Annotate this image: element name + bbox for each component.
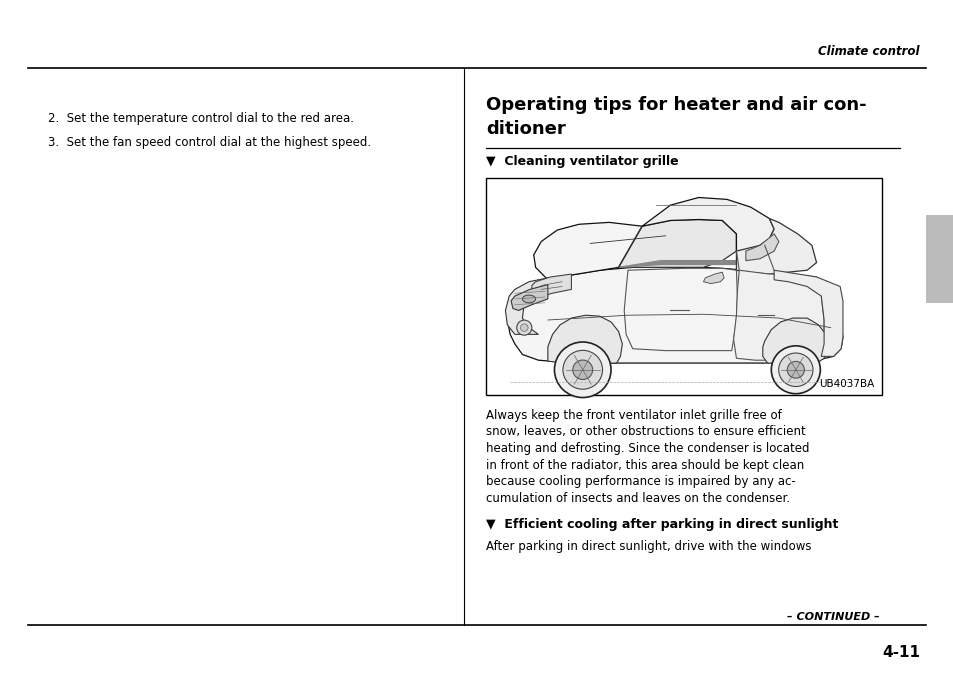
Ellipse shape bbox=[522, 295, 535, 303]
Polygon shape bbox=[641, 197, 773, 251]
Text: Operating tips for heater and air con-: Operating tips for heater and air con- bbox=[485, 96, 865, 114]
Text: heating and defrosting. Since the condenser is located: heating and defrosting. Since the conden… bbox=[485, 442, 809, 455]
Polygon shape bbox=[618, 220, 736, 268]
Polygon shape bbox=[623, 268, 737, 350]
Text: Always keep the front ventilator inlet grille free of: Always keep the front ventilator inlet g… bbox=[485, 409, 781, 422]
Polygon shape bbox=[702, 272, 723, 284]
Polygon shape bbox=[618, 261, 736, 268]
Polygon shape bbox=[745, 234, 778, 261]
Ellipse shape bbox=[562, 350, 602, 389]
Polygon shape bbox=[733, 270, 823, 360]
Text: Climate control: Climate control bbox=[818, 45, 919, 58]
Text: because cooling performance is impaired by any ac-: because cooling performance is impaired … bbox=[485, 475, 795, 488]
Text: ▼  Cleaning ventilator grille: ▼ Cleaning ventilator grille bbox=[485, 155, 678, 168]
Text: in front of the radiator, this area should be kept clean: in front of the radiator, this area shou… bbox=[485, 458, 803, 472]
Polygon shape bbox=[547, 315, 621, 363]
Text: 2.  Set the temperature control dial to the red area.: 2. Set the temperature control dial to t… bbox=[48, 112, 354, 125]
Bar bbox=[485, 178, 882, 395]
Ellipse shape bbox=[778, 353, 812, 386]
Text: – CONTINUED –: – CONTINUED – bbox=[786, 612, 879, 622]
Text: 3.  Set the fan speed control dial at the highest speed.: 3. Set the fan speed control dial at the… bbox=[48, 136, 371, 149]
Text: ditioner: ditioner bbox=[485, 120, 565, 138]
Text: cumulation of insects and leaves on the condenser.: cumulation of insects and leaves on the … bbox=[485, 491, 789, 505]
Text: snow, leaves, or other obstructions to ensure efficient: snow, leaves, or other obstructions to e… bbox=[485, 425, 805, 439]
Ellipse shape bbox=[771, 346, 820, 394]
Polygon shape bbox=[533, 222, 702, 280]
Text: ▼  Efficient cooling after parking in direct sunlight: ▼ Efficient cooling after parking in dir… bbox=[485, 518, 838, 531]
Text: After parking in direct sunlight, drive with the windows: After parking in direct sunlight, drive … bbox=[485, 540, 811, 553]
Polygon shape bbox=[507, 266, 842, 363]
Polygon shape bbox=[511, 284, 547, 311]
Text: 4-11: 4-11 bbox=[882, 645, 919, 660]
Polygon shape bbox=[762, 318, 827, 363]
Polygon shape bbox=[773, 270, 842, 357]
Ellipse shape bbox=[554, 342, 610, 398]
Bar bbox=[925, 215, 953, 303]
Circle shape bbox=[520, 324, 528, 332]
Ellipse shape bbox=[572, 360, 592, 379]
Polygon shape bbox=[531, 274, 571, 297]
Polygon shape bbox=[736, 218, 816, 274]
Polygon shape bbox=[505, 278, 547, 334]
Ellipse shape bbox=[786, 361, 803, 378]
Text: UB4037BA: UB4037BA bbox=[818, 379, 873, 389]
Circle shape bbox=[517, 320, 531, 335]
